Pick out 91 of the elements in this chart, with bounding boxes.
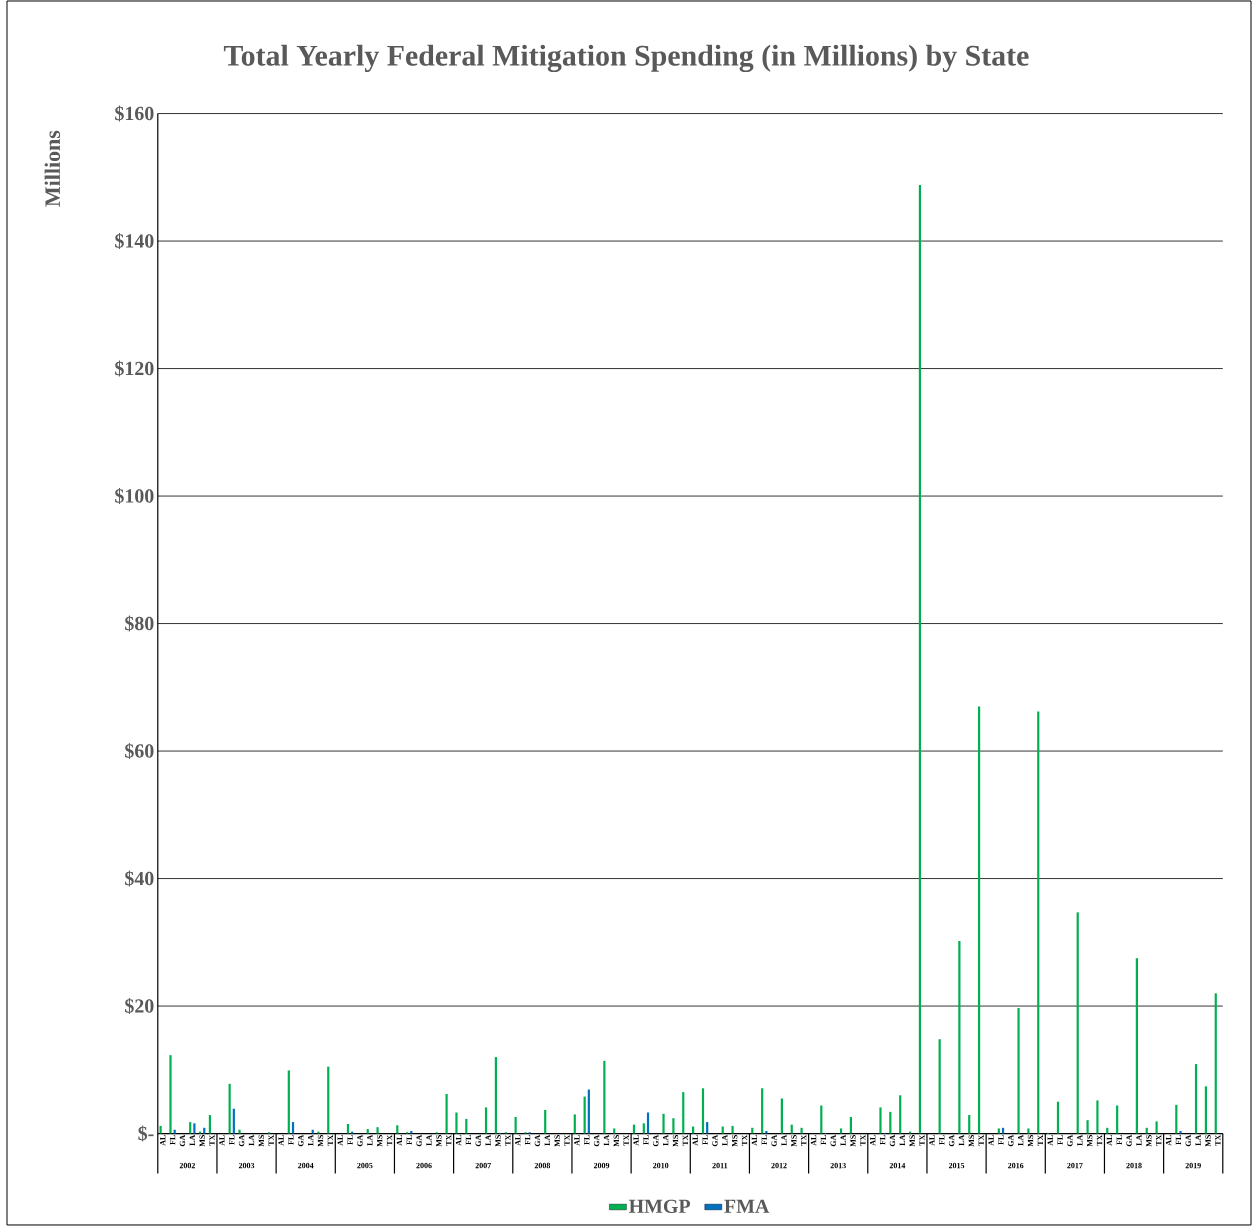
bar [682,1092,685,1134]
bar [849,1116,852,1134]
bar [465,1118,468,1134]
bar [238,1129,241,1134]
bar [484,1107,488,1134]
y-tick-label: $140 [115,233,154,250]
bar [997,1128,1000,1134]
bar [445,1094,448,1134]
bar [721,1126,724,1134]
bar [573,1114,576,1134]
bar [159,1125,162,1134]
bar [958,941,961,1134]
bar [311,1129,314,1134]
bar [287,1070,290,1134]
y-tick-label: $80 [125,615,154,632]
bar [1086,1120,1089,1134]
bar [232,1108,235,1134]
bar [203,1127,206,1134]
y-tick-label: $40 [125,870,154,887]
bar [692,1126,695,1134]
bar [632,1124,636,1134]
bar [968,1115,971,1134]
bar [1017,1007,1020,1134]
y-tick-label: $60 [125,743,154,760]
bar [346,1123,350,1134]
bar [780,1098,783,1134]
bar [173,1129,176,1134]
bar [583,1096,586,1134]
bar [889,1111,892,1134]
bar [228,1083,231,1134]
bar [291,1122,295,1134]
bar [672,1118,675,1134]
bar [662,1113,665,1134]
bar [646,1112,650,1134]
bar [899,1095,902,1134]
y-tick-label: $160 [115,105,154,122]
bar [879,1107,882,1134]
bar [1194,1064,1198,1134]
bar [376,1127,379,1134]
bar [706,1122,709,1134]
bar [642,1123,645,1134]
bar [169,1055,172,1134]
chart-title: Total Yearly Federal Mitigation Spending (in Millions) by State [223,44,1029,73]
bar [1214,993,1217,1134]
bar [701,1088,705,1134]
bar [790,1124,793,1134]
bar [455,1112,458,1134]
bar [751,1127,754,1134]
bar [396,1125,399,1134]
bar [189,1122,192,1134]
bar [193,1123,196,1134]
bar [208,1115,212,1134]
bar [765,1131,768,1134]
bar [1175,1104,1178,1134]
bar [544,1109,547,1134]
bar [366,1129,369,1134]
bar [1135,958,1138,1134]
y-tick-label: $20 [125,998,154,1015]
bar [1145,1127,1148,1134]
bar [820,1105,823,1134]
bar [1027,1128,1030,1134]
bar [761,1088,764,1134]
bar [603,1060,606,1134]
bar [1037,711,1040,1134]
bar [1179,1131,1182,1134]
bar [1116,1105,1119,1134]
bar [613,1128,616,1134]
bar [938,1039,941,1134]
bar [514,1116,517,1134]
bar [1056,1101,1060,1134]
bar [1155,1121,1158,1134]
legend-label: FMA [724,1199,770,1213]
legend-label: HMGP [628,1199,691,1214]
bar [978,706,981,1134]
bar [587,1089,590,1134]
bar [327,1066,330,1134]
y-tick-label: $120 [115,360,154,377]
bar [1076,912,1079,1134]
y-tick-label: $100 [115,488,154,505]
bar [410,1131,413,1134]
y-axis-title: Millions [44,130,61,207]
bar [1001,1127,1005,1134]
bar [918,184,922,1134]
bar [1204,1086,1207,1134]
bar [1096,1100,1099,1134]
y-tick-label: $- [138,1125,154,1142]
bar [800,1127,803,1134]
bar [494,1057,497,1134]
bar [839,1128,843,1134]
bar [1106,1127,1109,1134]
bar [731,1125,734,1134]
